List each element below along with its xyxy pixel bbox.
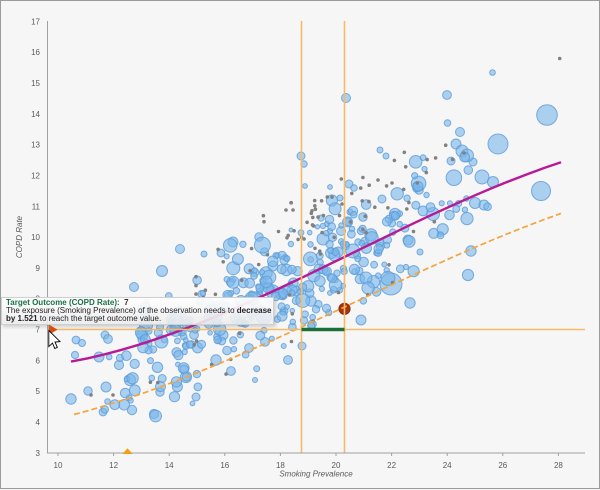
svg-text:5: 5 [36, 387, 41, 396]
svg-text:9: 9 [36, 264, 41, 273]
svg-text:10: 10 [31, 233, 40, 242]
svg-text:12: 12 [109, 461, 118, 470]
svg-text:14: 14 [165, 461, 174, 470]
svg-text:6: 6 [36, 356, 41, 365]
svg-text:16: 16 [31, 48, 40, 57]
svg-text:10: 10 [54, 461, 63, 470]
svg-text:3: 3 [36, 449, 41, 458]
svg-text:COPD Rate: COPD Rate [15, 215, 24, 258]
svg-text:13: 13 [31, 141, 40, 150]
svg-text:15: 15 [31, 79, 40, 88]
svg-text:18: 18 [276, 461, 285, 470]
svg-text:20: 20 [332, 461, 341, 470]
svg-text:22: 22 [387, 461, 396, 470]
svg-text:4: 4 [36, 418, 41, 427]
svg-text:14: 14 [31, 110, 40, 119]
svg-text:17: 17 [31, 17, 40, 26]
svg-text:Smoking Prevalence: Smoking Prevalence [279, 470, 353, 479]
svg-text:16: 16 [220, 461, 229, 470]
svg-text:24: 24 [443, 461, 452, 470]
svg-text:7: 7 [36, 326, 41, 335]
svg-text:28: 28 [554, 461, 563, 470]
svg-text:12: 12 [31, 172, 40, 181]
svg-text:26: 26 [498, 461, 507, 470]
svg-text:11: 11 [32, 202, 41, 211]
